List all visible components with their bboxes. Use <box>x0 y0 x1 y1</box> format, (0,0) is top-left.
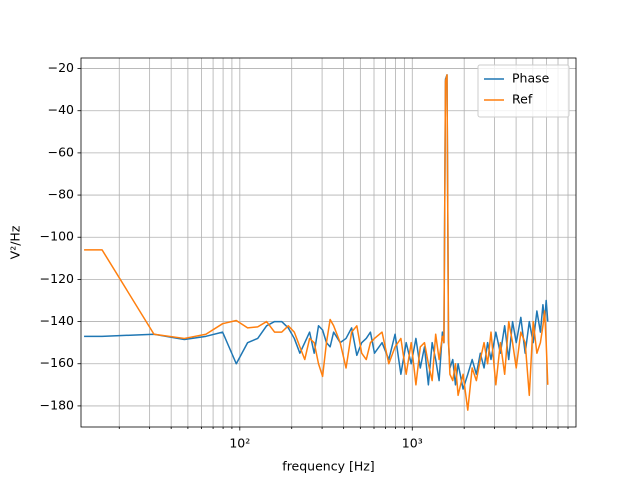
x-tick-label: 10² <box>229 436 250 451</box>
y-tick-label: −40 <box>48 102 74 117</box>
y-tick-label: −120 <box>40 271 74 286</box>
y-tick-label: −80 <box>48 187 74 202</box>
y-tick-label: −100 <box>40 229 74 244</box>
series-line <box>84 74 549 390</box>
y-tick-label: −140 <box>40 313 74 328</box>
legend-label: Ref <box>512 92 533 107</box>
y-tick-label: −20 <box>48 60 74 75</box>
x-axis-label: frequency [Hz] <box>282 459 374 474</box>
y-tick-label: −60 <box>48 144 74 159</box>
y-tick-label: −180 <box>40 397 74 412</box>
y-tick-label: −160 <box>40 355 74 370</box>
legend-box <box>477 64 570 118</box>
plot-lines <box>84 74 549 411</box>
y-axis-label: V²/Hz <box>8 225 23 259</box>
plot-frame <box>80 57 577 428</box>
legend-label: Phase <box>512 71 550 86</box>
series-line <box>84 74 549 411</box>
x-tick-label: 10³ <box>402 436 423 451</box>
